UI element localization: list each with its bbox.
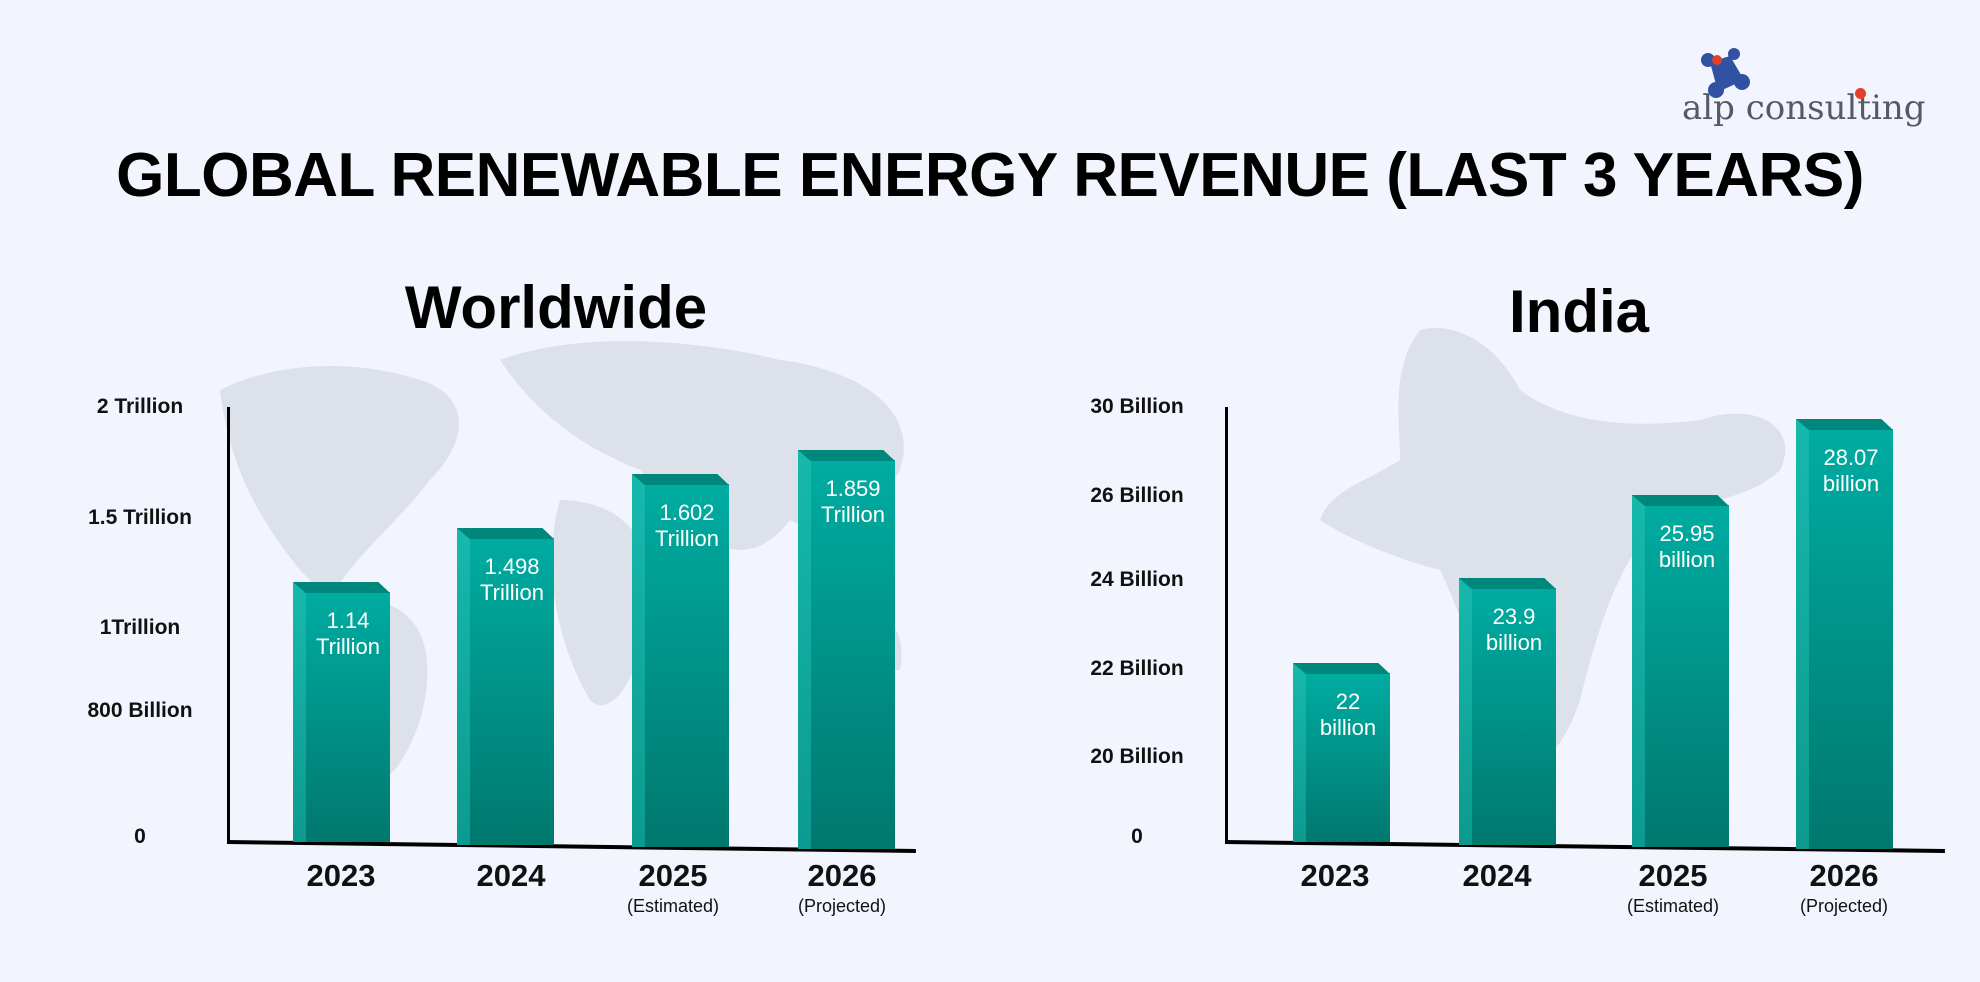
year-note: (Projected) — [1799, 896, 1889, 916]
bar-value-label: 22 billion — [1306, 689, 1390, 741]
bar-top — [1632, 495, 1729, 506]
y-tick-label: 0 — [1131, 825, 1143, 848]
bar-value-unit: Trillion — [480, 580, 544, 605]
bar-value-label: 1.859 Trillion — [811, 476, 895, 528]
bar-2025: 25.95 billion — [1632, 495, 1729, 847]
bar-face — [470, 538, 554, 845]
y-tick-label: 0 — [134, 825, 146, 848]
bar-side — [1459, 578, 1472, 845]
year-label: 2023 — [1300, 858, 1370, 893]
x-tick-label: 2025 (Estimated) — [627, 858, 719, 917]
x-tick-label: 2024 — [477, 858, 546, 894]
bar-top — [798, 450, 895, 461]
bar-top — [1796, 419, 1893, 430]
x-tick-label: 2023 — [1301, 858, 1370, 894]
year-label: 2026 — [1809, 858, 1879, 893]
x-tick-label: 2026 (Projected) — [798, 858, 886, 917]
bar-side — [1293, 663, 1306, 843]
x-tick-label: 2024 — [1463, 858, 1532, 894]
bar-top — [1293, 663, 1390, 674]
bar-value-unit: Trillion — [821, 502, 885, 527]
bar-side — [1796, 419, 1809, 849]
year-label: 2024 — [1462, 858, 1532, 893]
year-label: 2024 — [476, 858, 546, 893]
bar-2026: 1.859 Trillion — [798, 450, 895, 850]
bar-value-unit: Trillion — [316, 634, 380, 659]
india-map-silhouette — [1320, 328, 1786, 761]
bar-value-number: 28.07 — [1823, 445, 1879, 470]
y-tick-label: 20 Billion — [1090, 745, 1184, 768]
bar-value-unit: billion — [1319, 715, 1377, 740]
y-tick-label: 22 Billion — [1090, 657, 1184, 680]
year-label: 2025 — [638, 858, 708, 893]
logo-text: alp consulting — [1682, 88, 1926, 128]
bar-value-number: 22 — [1335, 689, 1361, 714]
y-tick-label: 2 Trillion — [96, 395, 184, 418]
bar-value-number: 23.9 — [1492, 604, 1536, 629]
bar-side — [457, 528, 470, 845]
bar-face — [1645, 505, 1729, 847]
x-tick-label: 2023 — [307, 858, 376, 894]
bar-2023: 1.14 Trillion — [293, 582, 390, 843]
bar-value-number: 25.95 — [1659, 521, 1715, 546]
x-tick-label: 2025 (Estimated) — [1627, 858, 1719, 917]
year-note: (Projected) — [797, 896, 887, 916]
bar-face — [1306, 673, 1390, 843]
bar-value-unit: billion — [1822, 471, 1880, 496]
y-tick-label: 26 Billion — [1090, 484, 1184, 507]
bar-value-number: 1.859 — [825, 476, 881, 501]
bar-value-label: 28.07 billion — [1809, 445, 1893, 497]
bar-top — [457, 528, 554, 539]
bar-face — [1472, 588, 1556, 845]
year-note: (Estimated) — [1626, 896, 1720, 916]
logo-mark-icon — [1701, 48, 1750, 98]
bar-2024: 23.9 billion — [1459, 578, 1556, 845]
year-label: 2025 — [1638, 858, 1708, 893]
bar-value-unit: billion — [1658, 547, 1716, 572]
bar-face — [645, 484, 729, 847]
bar-side — [293, 582, 306, 843]
bar-value-number: 1.498 — [484, 554, 540, 579]
bar-value-unit: billion — [1485, 630, 1543, 655]
bar-face — [811, 460, 895, 850]
y-tick-label: 1.5 Trillion — [88, 506, 192, 529]
bar-2025: 1.602 Trillion — [632, 474, 729, 847]
chart-title-worldwide: Worldwide — [404, 274, 708, 341]
x-tick-label: 2026 (Projected) — [1800, 858, 1888, 917]
bar-value-label: 1.602 Trillion — [645, 500, 729, 552]
bar-top — [1459, 578, 1556, 589]
bar-value-label: 25.95 billion — [1645, 521, 1729, 573]
bar-side — [798, 450, 811, 850]
bar-value-number: 1.14 — [326, 608, 370, 633]
y-tick-label: 30 Billion — [1090, 395, 1184, 418]
bar-value-unit: Trillion — [655, 526, 719, 551]
bar-2024: 1.498 Trillion — [457, 528, 554, 845]
year-note: (Estimated) — [626, 896, 720, 916]
bar-2023: 22 billion — [1293, 663, 1390, 843]
bar-value-label: 23.9 billion — [1472, 604, 1556, 656]
y-tick-label: 800 Billion — [87, 699, 193, 722]
bar-top — [293, 582, 390, 593]
worldwide-y-axis — [227, 407, 230, 843]
year-label: 2023 — [306, 858, 376, 893]
y-tick-label: 24 Billion — [1090, 568, 1184, 591]
bar-2026: 28.07 billion — [1796, 419, 1893, 849]
bar-top — [632, 474, 729, 485]
chart-title-india: India — [1508, 278, 1650, 345]
bar-face — [306, 592, 390, 843]
logo: alp consulting — [1682, 48, 1926, 128]
bar-value-number: 1.602 — [659, 500, 715, 525]
bar-side — [1632, 495, 1645, 847]
india-y-axis — [1225, 407, 1228, 843]
bar-value-label: 1.14 Trillion — [306, 608, 390, 660]
page-title: GLOBAL RENEWABLE ENERGY REVENUE (LAST 3 … — [116, 141, 1864, 210]
y-tick-label: 1Trillion — [99, 616, 181, 639]
logo-dot-icon — [1855, 88, 1866, 99]
bar-face — [1809, 429, 1893, 849]
year-label: 2026 — [807, 858, 877, 893]
bar-value-label: 1.498 Trillion — [470, 554, 554, 606]
bar-side — [632, 474, 645, 847]
